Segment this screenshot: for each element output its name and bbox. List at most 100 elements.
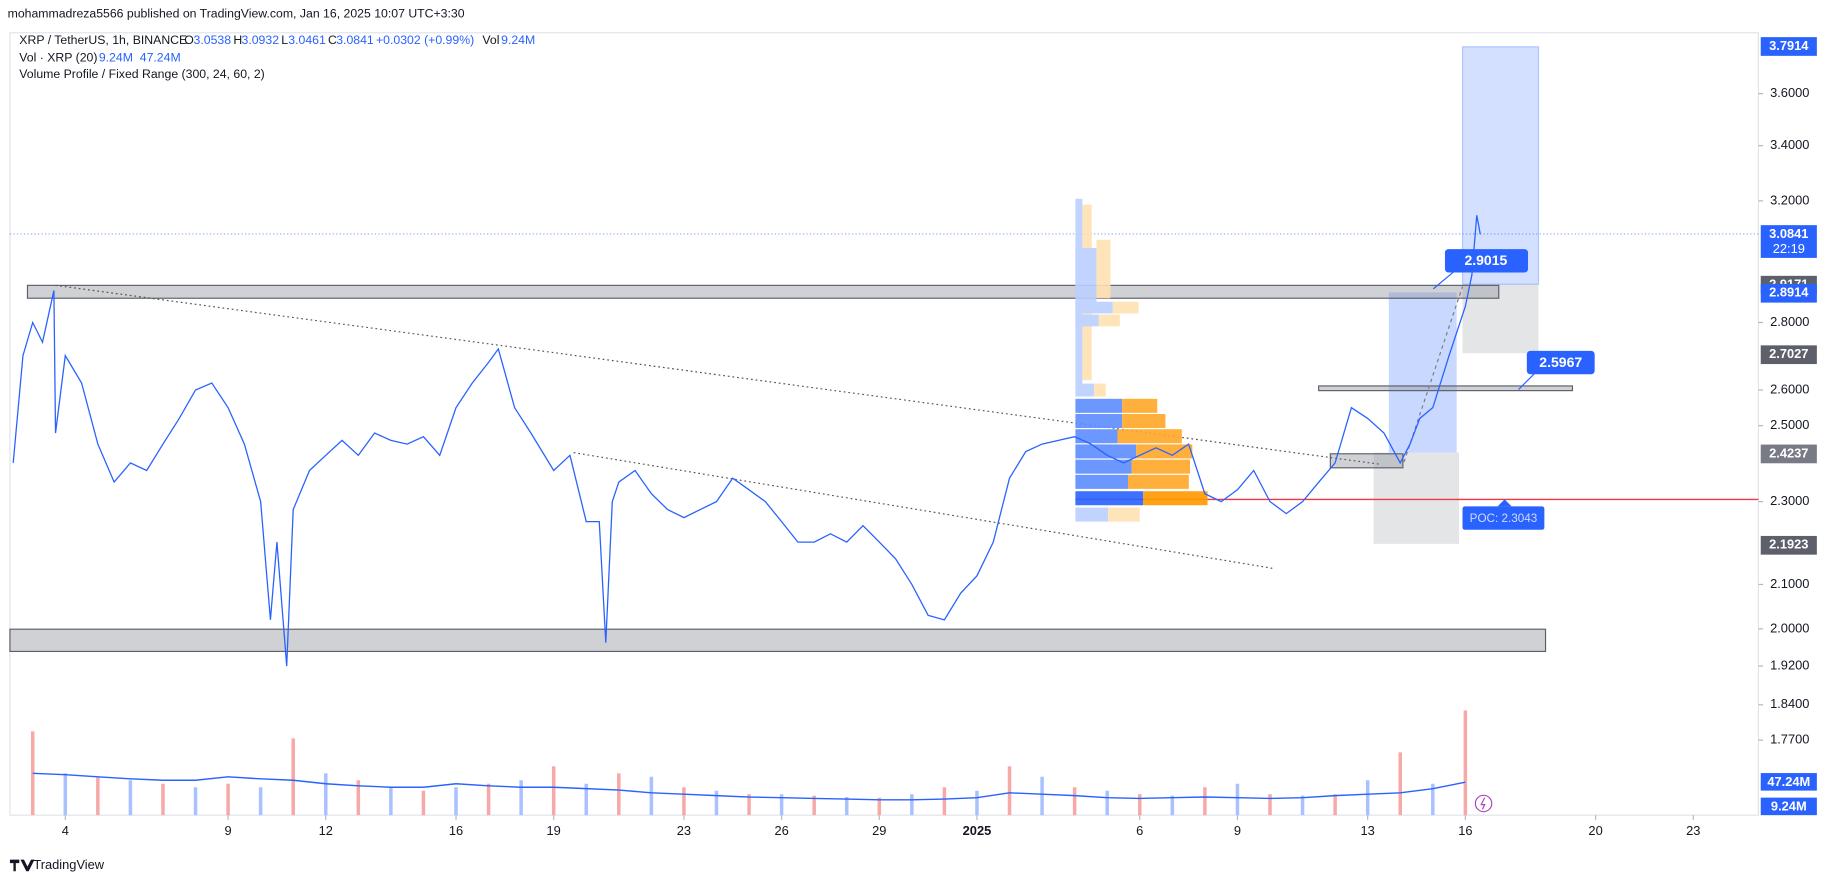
- high: 3.0932: [242, 33, 280, 47]
- y-tick-label: 2.0000: [1770, 620, 1809, 635]
- profile-up: [1075, 414, 1123, 429]
- profile-up: [1075, 301, 1113, 314]
- profile-down: [1122, 398, 1158, 413]
- price-label: 2.4237: [1769, 445, 1808, 460]
- y-tick-label: 3.2000: [1770, 192, 1809, 207]
- profile-down: [1096, 239, 1111, 299]
- volume-bar: [1333, 794, 1337, 816]
- volume-bar: [682, 787, 686, 816]
- volume-bar: [975, 790, 979, 816]
- vol-indicator: Vol · XRP (20): [19, 51, 97, 65]
- volume-bar: [649, 776, 654, 816]
- callout-pointer: [1497, 499, 1512, 507]
- y-tick-label: 2.3000: [1770, 493, 1809, 508]
- y-tick-label: 2.6000: [1770, 381, 1809, 396]
- zone: [1329, 453, 1404, 469]
- symbol: XRP / TetherUS, 1h, BINANCE: [19, 33, 187, 47]
- callout-box: [1444, 249, 1528, 273]
- y-tick-label: 2.8000: [1770, 314, 1809, 329]
- close: 3.0841: [336, 33, 374, 47]
- vol-ma-value: 47.24M: [140, 51, 181, 65]
- support-zone: [9, 628, 1547, 653]
- volume-bar: [389, 787, 393, 816]
- volume-bar: [1007, 766, 1012, 816]
- x-tick-label: 9: [1234, 823, 1241, 838]
- drawings: [9, 46, 1759, 653]
- profile-poc-down: [1143, 491, 1208, 506]
- volume-bar: [193, 787, 198, 816]
- profile-poc-up: [1075, 491, 1144, 506]
- volume-bar: [1235, 783, 1240, 816]
- axis-label: 47.24M: [1767, 774, 1810, 789]
- x-tick-label: 16: [1458, 823, 1472, 838]
- volume-bar: [1398, 752, 1402, 816]
- trendline: [573, 452, 1274, 569]
- x-tick-label: 16: [449, 823, 463, 838]
- y-tick-label: 3.6000: [1770, 85, 1809, 100]
- volume-bar: [258, 787, 263, 816]
- marks: [12, 215, 1481, 816]
- volume-bar: [812, 795, 816, 816]
- h-label: H: [233, 33, 242, 47]
- volume-bar: [63, 773, 68, 816]
- volume-bar: [30, 731, 35, 816]
- volume-bar: [519, 780, 523, 816]
- price-label: 2.1923: [1769, 537, 1808, 552]
- profile-down: [1112, 301, 1139, 314]
- profile-up: [1075, 314, 1099, 327]
- y-tick-label: 3.4000: [1770, 137, 1809, 152]
- volume-bar: [617, 773, 621, 816]
- profile-down: [1128, 474, 1189, 489]
- volume-bar: [877, 797, 882, 816]
- profile-down: [1131, 459, 1191, 474]
- volume-bar: [161, 783, 165, 816]
- long-stop-zone: [1462, 284, 1539, 354]
- volume-bar: [486, 783, 491, 816]
- change: +0.0302 (+0.99%): [376, 33, 474, 47]
- price-label-box: [1760, 225, 1817, 258]
- volume-bar: [1138, 794, 1142, 816]
- volume-bar: [1431, 783, 1435, 816]
- volume-bar: [324, 773, 328, 816]
- y-tick-label: 1.8400: [1770, 696, 1809, 711]
- vol-value: 9.24M: [99, 51, 133, 65]
- callout-pointer: [1432, 270, 1455, 290]
- profile-up: [1075, 247, 1097, 307]
- callout-pointer: [1518, 372, 1536, 390]
- volume-bar: [1105, 790, 1109, 816]
- long-target-zone: [1388, 292, 1457, 453]
- volume-bar: [226, 783, 230, 816]
- profile-up: [1075, 507, 1109, 522]
- alert-icon[interactable]: [1474, 794, 1493, 813]
- price-label: 3.0841: [1769, 226, 1808, 241]
- long-target-zone: [1461, 46, 1540, 285]
- x-tick-label: 23: [1686, 823, 1700, 838]
- volume-ma: [32, 772, 1466, 801]
- volume-bar: [714, 790, 719, 816]
- x-tick-label: 2025: [963, 823, 992, 838]
- volume-bar: [1203, 787, 1207, 816]
- price-label-box: [1760, 37, 1817, 56]
- volume-bar: [1365, 780, 1370, 816]
- low: 3.0461: [288, 33, 326, 47]
- x-tick-label: 20: [1588, 823, 1602, 838]
- volume-bar: [291, 738, 295, 816]
- price-label-box: [1760, 283, 1817, 303]
- price-label-box: [1760, 444, 1817, 464]
- volume-profile-label: Volume Profile / Fixed Range (300, 24, 6…: [19, 67, 264, 81]
- x-tick-label: 19: [547, 823, 561, 838]
- c-label: C: [328, 33, 337, 47]
- volume-bar: [1268, 794, 1272, 816]
- plot-frame: [9, 32, 1759, 816]
- price-label-box: [1760, 535, 1817, 555]
- price-label-countdown: 22:19: [1773, 241, 1805, 256]
- volume-bar: [844, 797, 849, 816]
- y-tick-label: 2.5000: [1770, 417, 1809, 432]
- footer-text: TradingView: [33, 857, 104, 872]
- profile-down: [1117, 429, 1182, 444]
- callout-text: 2.5967: [1539, 354, 1582, 370]
- profile-up: [1075, 383, 1095, 397]
- volume-bar: [942, 787, 947, 816]
